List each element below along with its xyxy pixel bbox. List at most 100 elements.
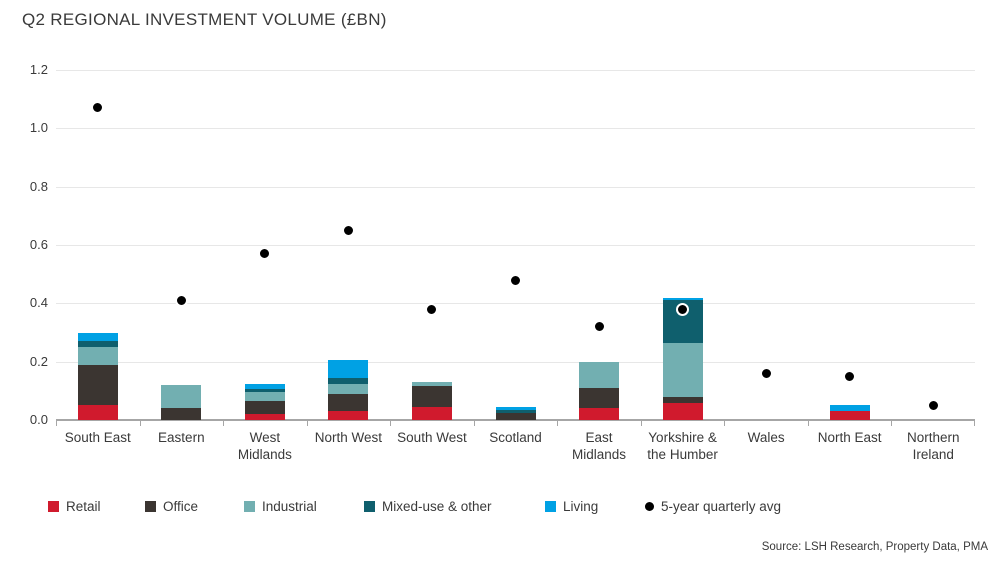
y-tick-label: 0.4 bbox=[29, 295, 48, 311]
bar-segment bbox=[495, 412, 536, 420]
bar-segment bbox=[495, 406, 536, 410]
axis-tick bbox=[139, 420, 141, 426]
x-category-label: Eastern bbox=[158, 430, 205, 445]
x-category-label: Scotland bbox=[489, 430, 542, 445]
bar-segment bbox=[77, 341, 118, 348]
x-category-label: Yorkshire & the Humber bbox=[647, 430, 718, 462]
legend-swatch-0 bbox=[48, 500, 59, 512]
legend-swatch-3 bbox=[364, 500, 375, 512]
axis-baseline bbox=[56, 419, 975, 421]
x-category-label: East Midlands bbox=[572, 430, 627, 462]
legend-swatch-1 bbox=[145, 500, 156, 512]
gridline bbox=[56, 361, 975, 363]
legend-label: Mixed-use & other bbox=[382, 498, 492, 514]
avg-dot bbox=[425, 302, 439, 316]
x-category-label: North East bbox=[817, 430, 882, 445]
bar-segment bbox=[495, 409, 536, 413]
bar-segment bbox=[411, 406, 452, 420]
x-axis-labels: South East Eastern West Midlands North West S… bbox=[56, 429, 975, 469]
x-category-label: South West bbox=[397, 430, 467, 445]
avg-dot bbox=[592, 320, 606, 334]
legend-item: Industrial bbox=[244, 498, 317, 514]
legend-item: Living bbox=[545, 498, 598, 514]
axis-tick bbox=[56, 420, 57, 426]
legend-item: 5-year quarterly avg bbox=[645, 498, 781, 514]
bar-segment bbox=[328, 360, 369, 378]
bar-segment bbox=[161, 385, 202, 409]
legend-item: Retail bbox=[48, 498, 101, 514]
bar-segment bbox=[244, 389, 285, 393]
plot-area bbox=[56, 70, 975, 426]
bar-segment bbox=[77, 364, 118, 406]
gridline bbox=[56, 186, 975, 188]
avg-dot bbox=[509, 273, 522, 287]
avg-dot bbox=[174, 293, 188, 307]
axis-tick bbox=[390, 420, 392, 426]
y-tick-label: 0.8 bbox=[29, 178, 48, 194]
bar-segment bbox=[662, 396, 703, 403]
axis-tick bbox=[473, 420, 475, 426]
bar-segment bbox=[244, 401, 285, 415]
legend-swatch-4 bbox=[545, 500, 556, 512]
x-category-label: South East bbox=[64, 430, 131, 445]
bar-segment bbox=[579, 361, 620, 388]
legend-item: Office bbox=[145, 498, 198, 514]
bar-segment bbox=[829, 405, 870, 412]
legend-label: Industrial bbox=[262, 498, 317, 514]
axis-tick bbox=[974, 420, 975, 426]
avg-dot bbox=[341, 223, 355, 237]
legend-item: Mixed-use & other bbox=[364, 498, 492, 514]
gridline bbox=[56, 70, 975, 71]
legend-label: Living bbox=[563, 498, 599, 514]
axis-tick bbox=[891, 420, 893, 426]
bar-segment bbox=[662, 297, 703, 301]
legend-swatch-2 bbox=[244, 500, 255, 512]
x-category-label: Wales bbox=[747, 430, 785, 445]
bar-segment bbox=[411, 386, 452, 407]
axis-tick bbox=[223, 420, 225, 426]
source-note: Source: LSH Research, Property Data, PMA bbox=[761, 541, 988, 553]
bar-segment bbox=[411, 382, 452, 387]
y-tick-label: 1.0 bbox=[29, 120, 48, 136]
bar-segment bbox=[662, 402, 703, 420]
avg-dot bbox=[843, 369, 857, 383]
bar-segment bbox=[328, 411, 369, 420]
avg-dot bbox=[258, 247, 272, 261]
axis-tick bbox=[724, 420, 726, 426]
bar-segment bbox=[579, 408, 620, 420]
chart-legend: Retail Office Industrial Mixed-use & other L… bbox=[0, 498, 1000, 518]
axis-tick bbox=[306, 420, 308, 426]
bar-segment bbox=[662, 342, 703, 397]
bar-segment bbox=[77, 347, 118, 365]
axis-tick bbox=[557, 420, 559, 426]
bar-segment bbox=[829, 411, 870, 420]
y-tick-label: 0.0 bbox=[29, 412, 48, 427]
gridline bbox=[56, 245, 975, 246]
bar-segment bbox=[77, 405, 118, 420]
axis-tick bbox=[640, 420, 642, 426]
y-tick-label: 0.2 bbox=[29, 353, 48, 369]
bar-segment bbox=[328, 383, 369, 394]
avg-dot bbox=[676, 302, 690, 316]
bar-segment bbox=[244, 383, 285, 390]
avg-dot bbox=[759, 366, 773, 380]
legend-avg-dot-icon bbox=[645, 501, 654, 511]
bar-segment bbox=[328, 377, 369, 384]
gridline bbox=[56, 303, 975, 305]
gridline bbox=[56, 128, 975, 130]
avg-dot bbox=[91, 101, 105, 115]
x-category-label: Northern Ireland bbox=[906, 430, 960, 462]
bar-segment bbox=[244, 392, 285, 402]
y-tick-label: 1.2 bbox=[29, 62, 48, 77]
x-category-label: North West bbox=[314, 430, 383, 445]
legend-label: 5-year quarterly avg bbox=[661, 498, 782, 514]
bar-segment bbox=[328, 393, 369, 412]
avg-dot bbox=[926, 398, 940, 412]
bar-segment bbox=[77, 332, 118, 342]
axis-tick bbox=[807, 420, 809, 426]
chart-title: Q2 REGIONAL INVESTMENT VOLUME (£BN) bbox=[22, 10, 387, 29]
legend-label: Retail bbox=[66, 498, 101, 514]
bar-segment bbox=[579, 387, 620, 409]
bar-segment bbox=[244, 414, 285, 420]
